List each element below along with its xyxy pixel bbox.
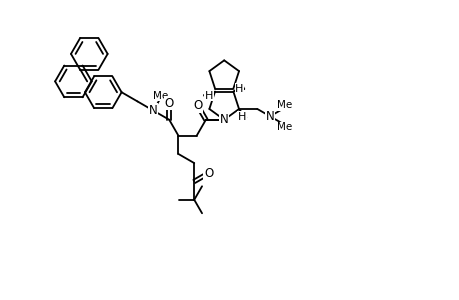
Text: Me: Me	[277, 100, 292, 110]
Text: N: N	[265, 110, 274, 123]
Text: Me: Me	[277, 122, 292, 132]
Text: O: O	[193, 99, 202, 112]
Text: O: O	[164, 97, 174, 110]
Text: Me: Me	[153, 91, 168, 100]
Text: O: O	[203, 167, 213, 180]
Polygon shape	[233, 84, 244, 92]
Text: N: N	[219, 113, 228, 126]
Text: H: H	[204, 91, 213, 100]
Text: N: N	[219, 113, 228, 126]
Polygon shape	[239, 109, 246, 120]
Text: H: H	[235, 84, 243, 94]
Text: H: H	[237, 112, 246, 122]
Polygon shape	[203, 92, 214, 100]
Text: N: N	[149, 104, 157, 117]
